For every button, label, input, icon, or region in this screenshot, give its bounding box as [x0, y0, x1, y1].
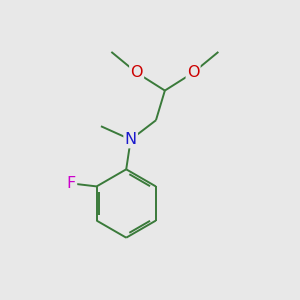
Text: F: F — [67, 176, 76, 191]
Text: O: O — [130, 65, 143, 80]
Text: O: O — [187, 65, 199, 80]
Text: N: N — [124, 132, 137, 147]
